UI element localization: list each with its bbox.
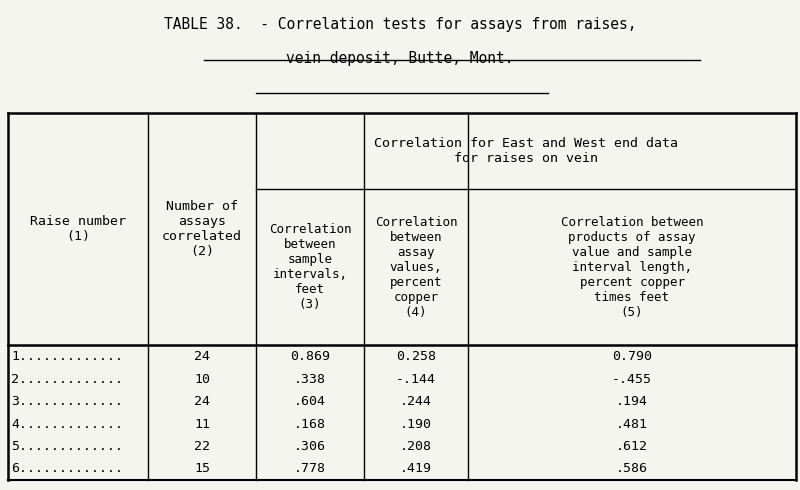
Text: 5.............: 5............. — [11, 440, 123, 453]
Text: .419: .419 — [400, 463, 432, 475]
Text: Correlation for East and West end data
for raises on vein: Correlation for East and West end data f… — [374, 137, 678, 165]
Text: 22: 22 — [194, 440, 210, 453]
Text: 15: 15 — [194, 463, 210, 475]
Text: 6.............: 6............. — [11, 463, 123, 475]
Text: .612: .612 — [616, 440, 648, 453]
Text: 0.869: 0.869 — [290, 350, 330, 363]
Text: vein deposit, Butte, Mont.: vein deposit, Butte, Mont. — [286, 51, 514, 67]
Text: .244: .244 — [400, 395, 432, 408]
Text: .586: .586 — [616, 463, 648, 475]
Text: 1.............: 1............. — [11, 350, 123, 363]
Text: 0.258: 0.258 — [396, 350, 436, 363]
Text: Raise number
(1): Raise number (1) — [30, 215, 126, 243]
Text: 10: 10 — [194, 372, 210, 386]
Text: Number of
assays
correlated
(2): Number of assays correlated (2) — [162, 200, 242, 258]
Text: 0.790: 0.790 — [612, 350, 652, 363]
Text: .168: .168 — [294, 417, 326, 431]
Text: 4.............: 4............. — [11, 417, 123, 431]
Text: Correlation
between
sample
intervals,
feet
(3): Correlation between sample intervals, fe… — [269, 223, 351, 311]
Text: .604: .604 — [294, 395, 326, 408]
Text: 24: 24 — [194, 395, 210, 408]
Text: .306: .306 — [294, 440, 326, 453]
Text: Correlation
between
assay
values,
percent
copper
(4): Correlation between assay values, percen… — [374, 216, 458, 318]
Text: .194: .194 — [616, 395, 648, 408]
Text: Correlation between
products of assay
value and sample
interval length,
percent : Correlation between products of assay va… — [561, 216, 703, 318]
Text: -.144: -.144 — [396, 372, 436, 386]
Text: .778: .778 — [294, 463, 326, 475]
Text: .338: .338 — [294, 372, 326, 386]
Text: 24: 24 — [194, 350, 210, 363]
Text: .481: .481 — [616, 417, 648, 431]
Text: .190: .190 — [400, 417, 432, 431]
Text: 3.............: 3............. — [11, 395, 123, 408]
Text: TABLE 38.  - Correlation tests for assays from raises,: TABLE 38. - Correlation tests for assays… — [164, 17, 636, 32]
Text: 2.............: 2............. — [11, 372, 123, 386]
Text: -.455: -.455 — [612, 372, 652, 386]
Text: 11: 11 — [194, 417, 210, 431]
Text: .208: .208 — [400, 440, 432, 453]
